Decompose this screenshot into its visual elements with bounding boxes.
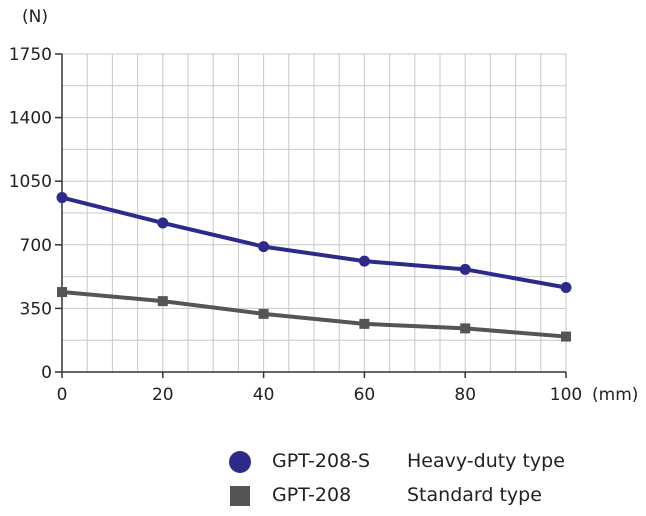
data-point-GPT-208 — [57, 287, 67, 298]
grid — [62, 53, 567, 372]
line-chart: 0 350 700 1050 1400 1750 0 20 40 60 80 100 (N) (mm… — [9, 7, 639, 405]
data-point-GPT-208 — [157, 296, 168, 307]
data-point-GPT-208-S — [560, 282, 572, 294]
data-point-GPT-208 — [460, 323, 471, 334]
series-line-GPT-208-S — [61, 195, 567, 290]
y-axis-unit: (N) — [22, 7, 48, 27]
y-tick-label: 1750 — [9, 45, 52, 65]
data-point-GPT-208-S — [157, 217, 169, 229]
y-tick-labels: 0 350 700 1050 1400 1750 — [9, 45, 52, 383]
x-axis-unit: (mm) — [592, 385, 638, 405]
legend-series-name: GPT-208-S — [272, 450, 371, 472]
y-tick-label: 0 — [41, 363, 52, 383]
x-tick-label: 80 — [454, 385, 476, 405]
y-tick-label: 700 — [20, 236, 52, 256]
legend-square-marker — [230, 486, 250, 506]
legend-circle-marker — [229, 451, 251, 473]
x-tick-label: 40 — [253, 385, 275, 405]
x-tick-label: 20 — [152, 385, 174, 405]
legend-item-standard: GPT-208 Standard type — [230, 482, 630, 516]
legend-series-description: Standard type — [407, 484, 542, 506]
data-point-GPT-208 — [561, 331, 571, 342]
axes — [55, 53, 567, 378]
x-tick-label: 100 — [550, 385, 582, 405]
series-lines — [61, 195, 567, 339]
legend-series-description: Heavy-duty type — [407, 450, 565, 472]
data-point-GPT-208-S — [56, 192, 68, 204]
y-tick-label: 350 — [20, 299, 52, 319]
data-point-GPT-208 — [258, 308, 269, 319]
series-line-GPT-208 — [61, 290, 567, 339]
data-point-GPT-208-S — [358, 255, 370, 267]
data-point-GPT-208-S — [459, 263, 471, 275]
legend-item-heavy-duty: GPT-208-S Heavy-duty type — [229, 448, 630, 482]
x-tick-label: 0 — [57, 385, 68, 405]
legend: GPT-208-S Heavy-duty type GPT-208 Standa… — [229, 448, 630, 516]
data-point-GPT-208 — [359, 318, 370, 329]
x-tick-labels: 0 20 40 60 80 100 — [57, 385, 583, 405]
y-tick-label: 1050 — [9, 172, 52, 192]
series-markers — [56, 192, 572, 342]
data-point-GPT-208-S — [258, 241, 270, 253]
x-tick-label: 60 — [354, 385, 376, 405]
y-tick-label: 1400 — [9, 109, 52, 129]
legend-series-name: GPT-208 — [272, 484, 352, 506]
